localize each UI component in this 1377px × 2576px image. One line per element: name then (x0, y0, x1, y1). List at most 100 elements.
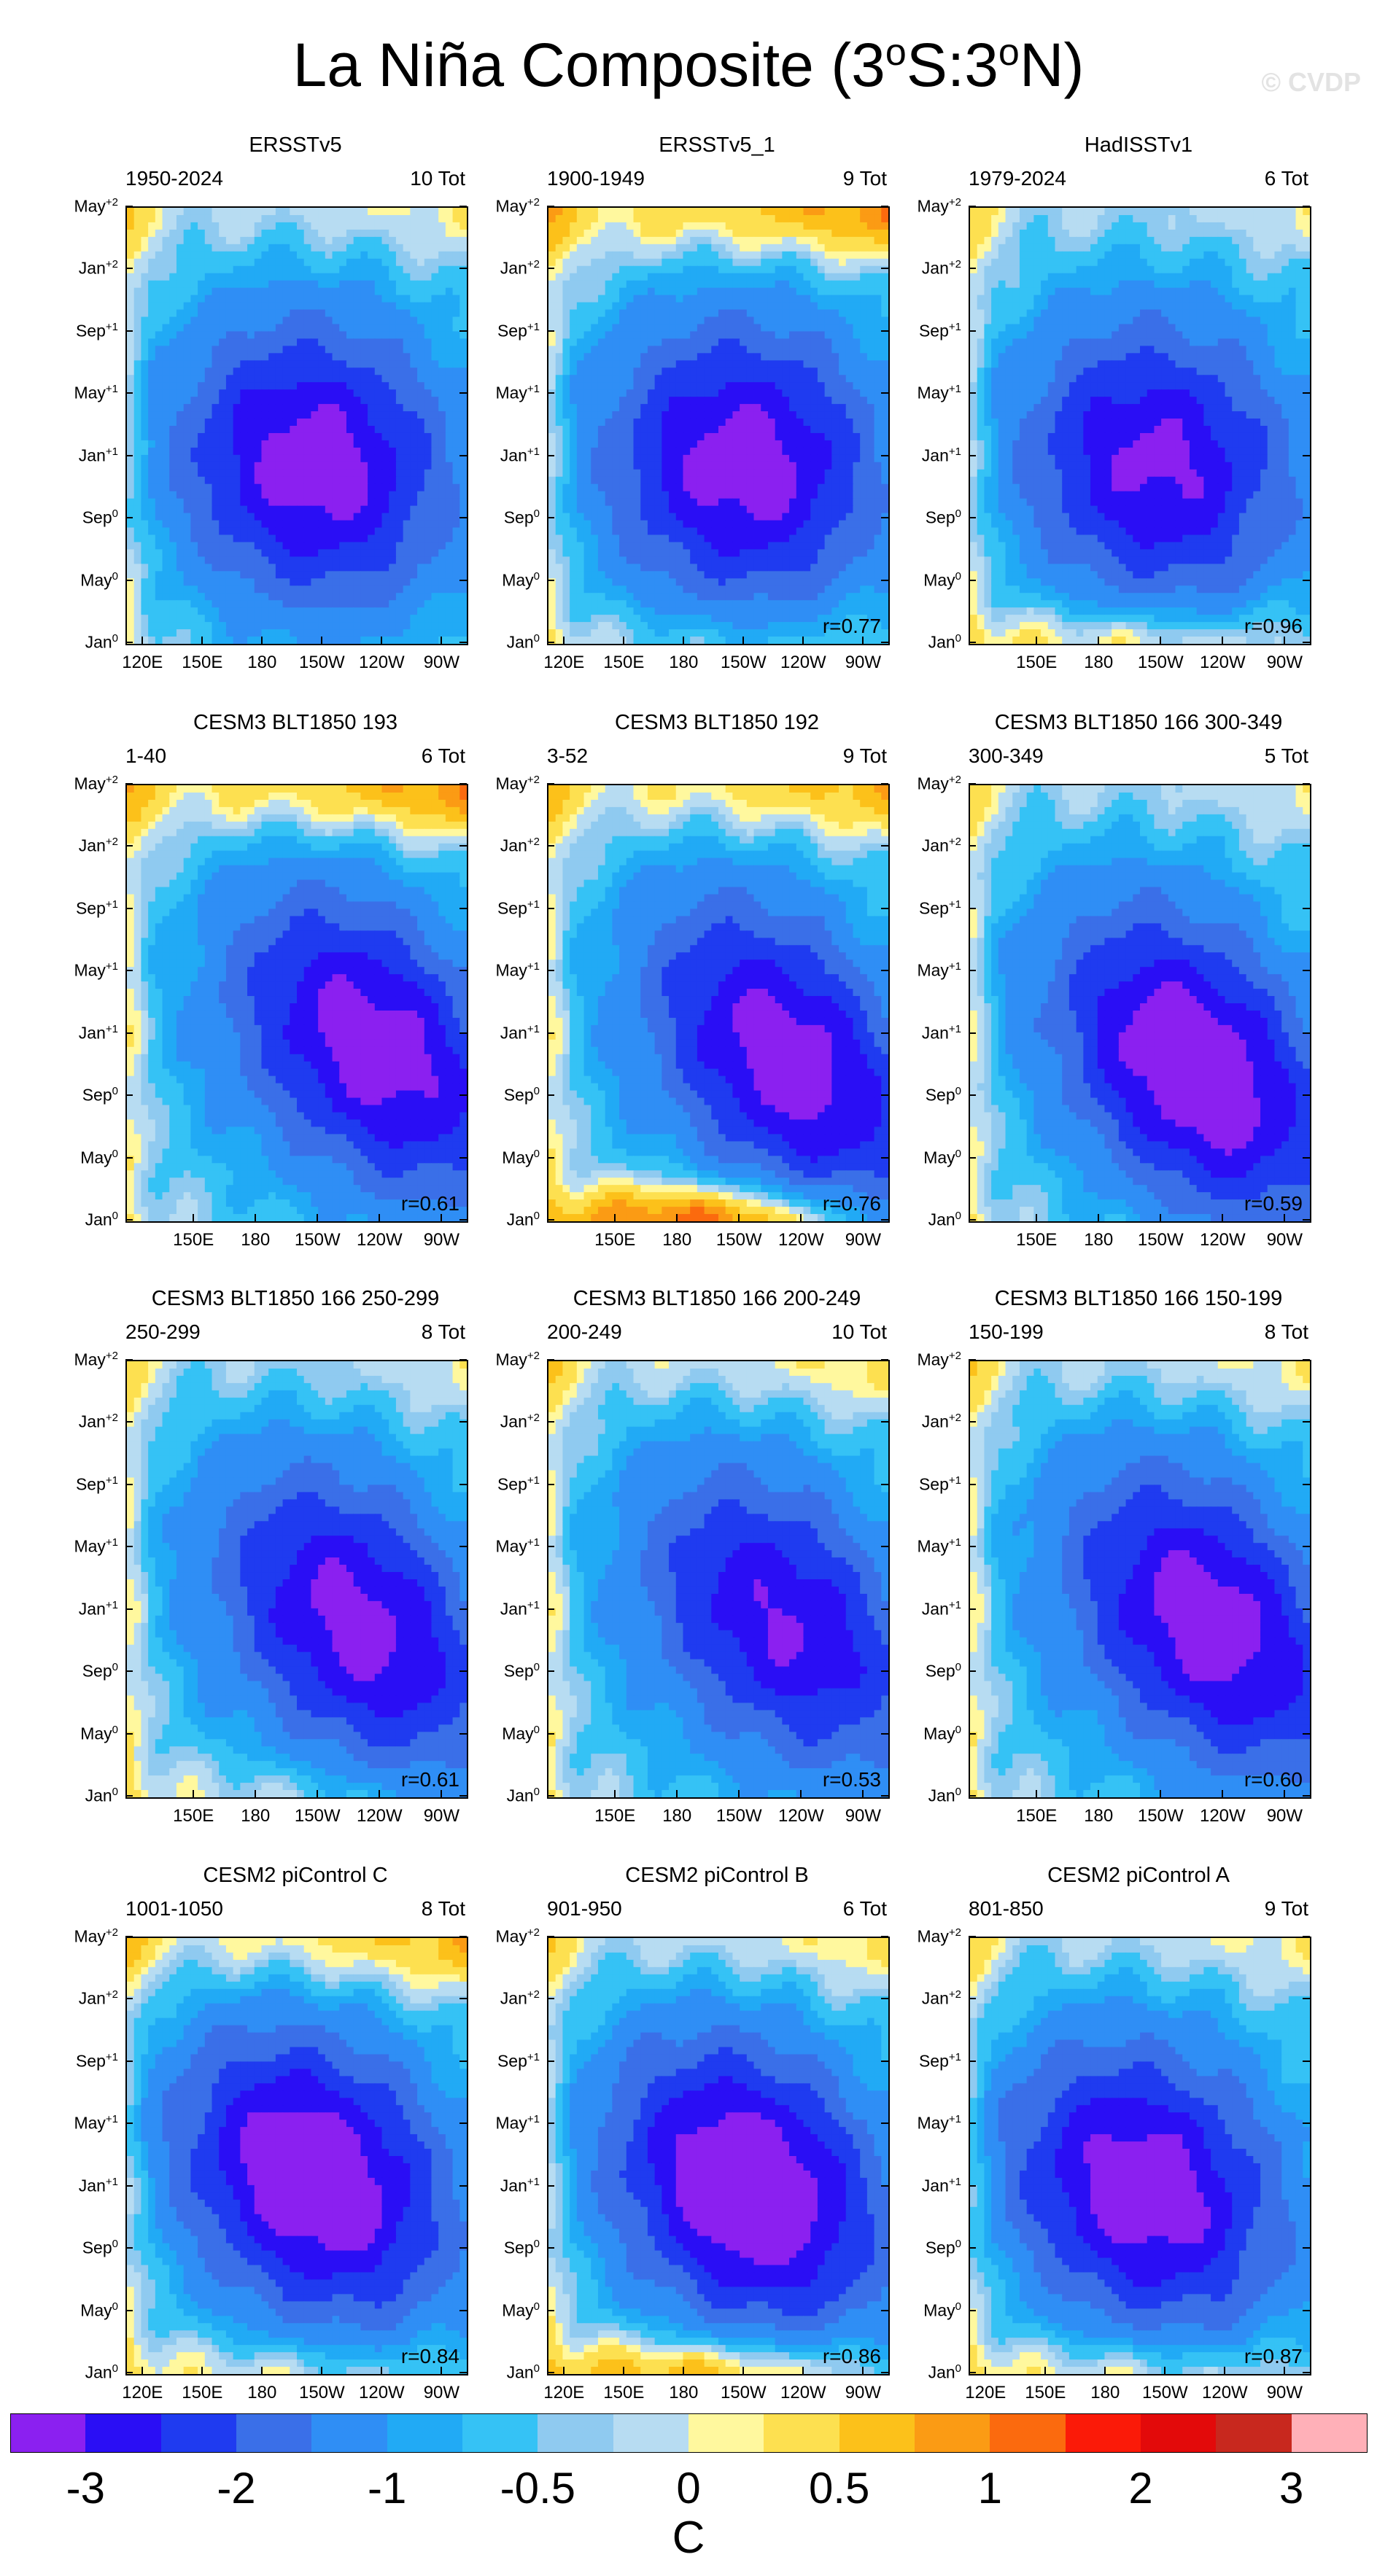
field-cell (803, 382, 811, 390)
field-cell (204, 214, 213, 223)
field-cell (368, 404, 376, 412)
field-cell (570, 411, 578, 419)
field-cell (183, 491, 191, 499)
field-cell (410, 389, 418, 397)
field-cell (346, 615, 354, 623)
field-cell (155, 302, 163, 311)
field-cell (225, 273, 234, 281)
field-cell (746, 258, 755, 267)
field-cell (368, 527, 376, 536)
field-cell (662, 338, 670, 346)
field-cell (261, 615, 269, 623)
field-cell (583, 432, 591, 441)
field-cell (562, 411, 570, 419)
field-cell (445, 295, 454, 303)
field-cell (303, 585, 312, 594)
field-cell (290, 411, 298, 419)
field-cell (789, 491, 797, 499)
field-cell (311, 483, 319, 492)
field-cell (583, 426, 591, 434)
field-cell (555, 432, 564, 441)
field-cell (190, 287, 198, 296)
field-cell (332, 346, 340, 354)
field-cell (633, 440, 641, 448)
field-cell (669, 375, 677, 383)
field-cell (803, 462, 811, 470)
field-cell (548, 454, 556, 463)
field-cell (346, 375, 354, 383)
field-cell (332, 251, 340, 260)
field-cell (360, 258, 368, 267)
field-cell (339, 309, 347, 318)
field-cell (389, 324, 397, 332)
field-cell (459, 549, 467, 557)
field-cell (183, 585, 191, 594)
field-cell (360, 483, 368, 492)
field-cell (669, 251, 677, 260)
field-cell (389, 411, 397, 419)
y-tick-label: May0 (39, 570, 118, 591)
field-cell (647, 505, 656, 514)
field-cell (133, 258, 142, 267)
field-cell (261, 302, 269, 311)
field-cell (240, 331, 248, 339)
field-cell (704, 483, 712, 492)
field-cell (417, 637, 425, 644)
field-cell (810, 476, 818, 485)
field-cell (346, 483, 354, 492)
field-cell (431, 607, 439, 615)
field-cell (162, 469, 170, 478)
field-cell (183, 615, 191, 623)
field-cell (640, 251, 648, 260)
field-cell (669, 469, 677, 478)
field-cell (240, 571, 248, 579)
field-cell (353, 637, 361, 644)
field-cell (669, 513, 677, 521)
field-cell (438, 454, 446, 463)
field-cell (141, 622, 149, 630)
field-cell (290, 367, 298, 375)
field-cell (190, 564, 198, 572)
field-cell (127, 498, 135, 507)
field-cell (647, 338, 656, 346)
field-cell (318, 214, 326, 223)
field-cell (368, 280, 376, 289)
field-cell (374, 389, 383, 397)
field-cell (570, 389, 578, 397)
field-cell (261, 331, 269, 339)
field-cell (690, 360, 698, 368)
field-cell (459, 229, 467, 238)
field-cell (268, 375, 276, 383)
field-cell (452, 454, 460, 463)
field-cell (796, 295, 804, 303)
field-cell (555, 375, 564, 383)
field-cell (704, 287, 712, 296)
field-cell (633, 208, 641, 216)
field-cell (311, 295, 319, 303)
field-cell (853, 222, 861, 230)
field-cell (395, 360, 404, 368)
field-cell (654, 353, 662, 361)
field-cell (332, 360, 340, 368)
field-cell (555, 324, 564, 332)
field-cell (417, 578, 425, 586)
field-cell (403, 222, 411, 230)
field-cell (282, 258, 290, 267)
field-cell (438, 534, 446, 543)
field-cell (424, 513, 433, 521)
field-cell (198, 549, 206, 557)
field-cell (240, 527, 248, 536)
field-cell (662, 426, 670, 434)
field-cell (318, 426, 326, 434)
field-cell (626, 353, 635, 361)
field-cell (438, 419, 446, 427)
field-cell (360, 309, 368, 318)
field-cell (403, 367, 411, 375)
field-cell (318, 404, 326, 412)
field-cell (403, 498, 411, 507)
field-cell (360, 542, 368, 550)
field-cell (853, 426, 861, 434)
field-cell (332, 432, 340, 441)
field-cell (190, 302, 198, 311)
field-cell (275, 214, 284, 223)
